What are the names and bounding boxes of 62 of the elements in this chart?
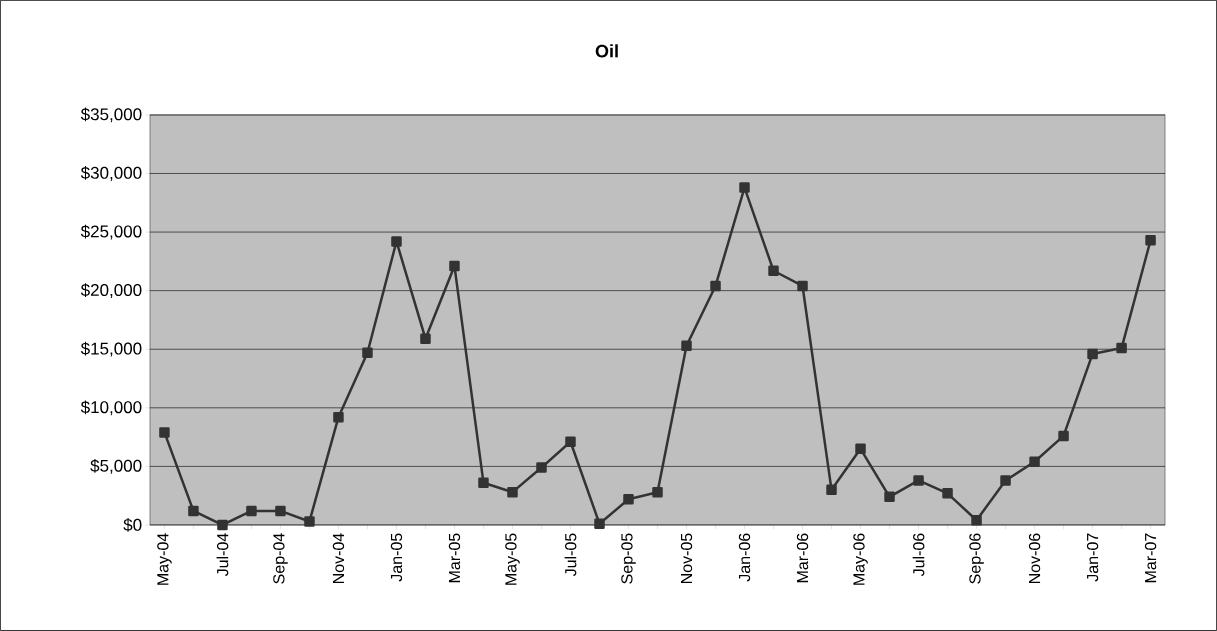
point	[652, 486, 663, 498]
point	[710, 280, 721, 292]
point	[826, 484, 837, 496]
point	[159, 427, 170, 438]
point	[623, 493, 634, 505]
x-tick-label: Jul-04	[216, 533, 229, 577]
point	[739, 182, 750, 193]
point	[449, 260, 460, 272]
y-tick-label: $25,000	[80, 224, 142, 240]
point	[768, 265, 779, 277]
point	[1029, 456, 1040, 467]
x-tick-label: Nov-04	[332, 533, 345, 584]
x-tick-label: Sep-05	[621, 533, 636, 584]
point	[1058, 430, 1069, 442]
y-tick-label: $20,000	[80, 283, 142, 299]
x-tick-label: Nov-05	[680, 533, 693, 584]
point	[536, 462, 547, 473]
point	[362, 347, 373, 359]
x-tick-label: Mar-05	[448, 533, 461, 583]
x-tick-label: Jul-06	[912, 533, 925, 577]
point	[217, 519, 228, 531]
x-tick-label: Jul-05	[564, 533, 577, 577]
point	[391, 236, 402, 247]
point	[507, 486, 518, 498]
y-tick-label: $35,000	[80, 107, 142, 123]
point	[971, 515, 982, 526]
point	[855, 443, 866, 455]
point	[681, 340, 692, 352]
point	[275, 505, 286, 517]
y-tick-label: $30,000	[80, 166, 142, 181]
point	[942, 488, 953, 499]
point	[1000, 475, 1011, 486]
x-tick-label: Jan-05	[390, 533, 403, 582]
x-tick-label: Sep-06	[969, 533, 984, 584]
y-tick-label: $0	[123, 518, 142, 532]
x-tick-label: Jan-06	[738, 533, 751, 582]
point	[1116, 342, 1127, 354]
point	[1087, 348, 1098, 360]
x-tick-label: Jan-07	[1086, 533, 1099, 582]
point	[420, 333, 431, 344]
point	[304, 516, 315, 527]
x-tick-label: Mar-07	[1144, 533, 1157, 583]
point	[565, 436, 576, 448]
y-tick-label: $5,000	[90, 459, 142, 474]
x-tick-label: Mar-06	[796, 533, 809, 583]
x-tick-label: May-06	[853, 533, 868, 585]
point	[884, 491, 895, 503]
point	[913, 475, 924, 486]
x-tick-label: Sep-04	[273, 533, 288, 584]
point	[478, 477, 489, 489]
x-tick-label: Nov-06	[1028, 533, 1041, 584]
x-tick-label: May-05	[505, 533, 520, 585]
x-tick-label: May-04	[157, 533, 172, 585]
point	[333, 411, 344, 423]
point	[594, 518, 605, 530]
chart-title: Oil	[595, 44, 618, 58]
y-tick-label: $10,000	[80, 400, 142, 416]
point	[246, 505, 257, 517]
point	[1145, 235, 1156, 246]
point	[188, 505, 199, 517]
point	[797, 280, 808, 292]
y-tick-label: $15,000	[80, 341, 142, 357]
